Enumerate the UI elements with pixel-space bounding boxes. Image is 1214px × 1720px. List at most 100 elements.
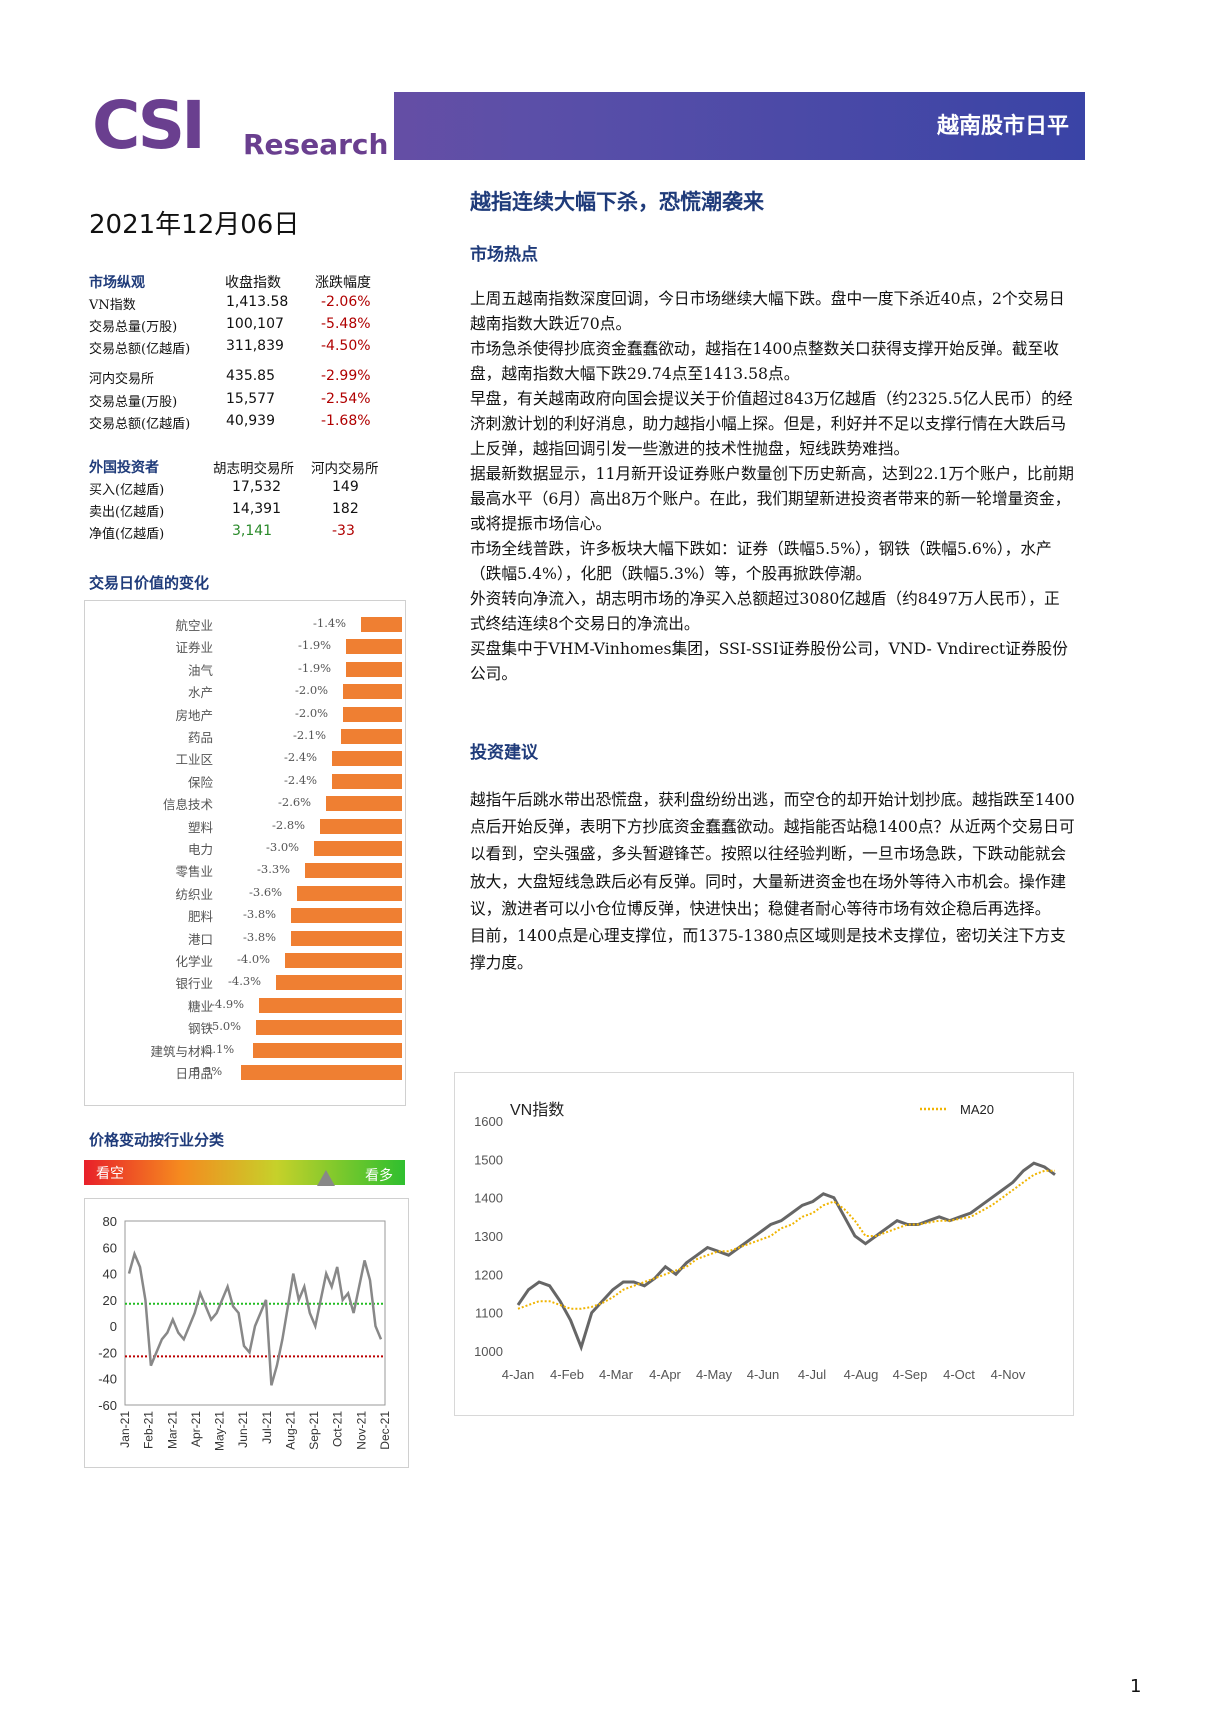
bar-category: 保险	[187, 774, 213, 790]
bar-value-label: -4.3%	[228, 974, 262, 989]
market-row-change: -2.54%	[321, 391, 371, 407]
y-tick-label: -20	[98, 1345, 117, 1360]
bar-row: 钢铁 -5.0%	[85, 1018, 405, 1036]
hot-section-body: 上周五越南指数深度回调，今日市场继续大幅下跌。盘中一度下杀近40点，2个交易日越…	[470, 286, 1075, 686]
bar-value-label: -4.0%	[237, 952, 271, 966]
bar-value-label: -3.8%	[243, 907, 277, 922]
bar	[291, 930, 402, 946]
gradient-chart-title: 价格变动按行业分类	[89, 1131, 225, 1149]
bar	[285, 953, 402, 968]
bar	[341, 729, 402, 744]
bar-category: 纺织业	[175, 886, 213, 902]
bar-value-label: -1.4%	[313, 616, 347, 630]
change-header: 涨跌幅度	[315, 275, 371, 291]
y-tick-label: 20	[103, 1293, 117, 1308]
bar-category: 零售业	[175, 864, 213, 880]
market-row-label: 河内交易所	[89, 372, 155, 387]
bar	[320, 818, 402, 834]
bar-row: 油气 -1.9%	[85, 660, 405, 678]
foreign-header: 外国投资者	[89, 460, 159, 476]
y-tick-label: -60	[98, 1398, 117, 1413]
bar-row: 信息技术 -2.6%	[85, 794, 405, 812]
sentiment-gradient-bar: 看空 看多	[84, 1160, 405, 1185]
sector-change-line-chart: 80 60 40 20 0 -20 -40 -60 Jan-21 Feb-21 Mar-21 Apr-…	[84, 1198, 409, 1468]
bar-category: 证券业	[175, 640, 213, 656]
sector-bar-chart: 航空业 -1.4% 证券业 -1.9% 油气 -1.9% 水产 -2.0% 房地产 -2.0% 药品…	[84, 600, 406, 1106]
plot-area	[124, 1220, 386, 1406]
bar	[314, 841, 402, 856]
paragraph: 上周五越南指数深度回调，今日市场继续大幅下跌。盘中一度下杀近40点，2个交易日越…	[470, 289, 1065, 333]
bar-value-label: -3.6%	[249, 884, 283, 899]
market-row-change: -2.06%	[321, 294, 371, 310]
close-header: 收盘指数	[225, 275, 281, 291]
x-tick-label: Aug-21	[283, 1411, 297, 1450]
bar-row: 肥料 -3.8%	[85, 906, 405, 924]
bar-category: 建筑与材料	[150, 1043, 213, 1059]
bar-row: 工业区 -2.4%	[85, 749, 405, 767]
x-tick-label: Jan-21	[118, 1411, 132, 1448]
bar	[256, 1020, 402, 1036]
market-overview-table: 市场纵观 收盘指数 涨跌幅度 VN指数 1,413.58 -2.06% 交易总量(万股…	[89, 272, 419, 432]
bar-value-label: 5.1%	[205, 1041, 235, 1056]
bar-value-label: -2.4%	[284, 772, 318, 787]
foreign-row-label: 买入(亿越盾)	[89, 483, 165, 498]
foreign-row-hcm: 3,141	[232, 523, 273, 539]
y-tick-label: -40	[98, 1372, 117, 1387]
paragraph: 据最新数据显示，11月新开设证券账户数量创下历史新高，达到22.1万个账户，比前…	[470, 464, 1074, 533]
bar-row: 零售业 -3.3%	[85, 861, 405, 879]
bar-row: 电力 -3.0%	[85, 839, 405, 857]
bar	[346, 639, 402, 655]
foreign-row-label: 卖出(亿越盾)	[89, 505, 165, 520]
market-row-label: 交易总额(亿越盾)	[89, 342, 191, 357]
market-row-label: VN指数	[89, 298, 136, 313]
foreign-investor-table: 外国投资者 胡志明交易所 河内交易所 买入(亿越盾) 17,532 149 卖出(亿越…	[89, 457, 419, 542]
y-tick-label: 40	[103, 1267, 117, 1282]
x-tick-label: 4-Nov	[991, 1367, 1026, 1382]
x-tick-label: 4-Aug	[844, 1367, 879, 1382]
bar-row: 药品 -2.1%	[85, 727, 405, 745]
y-tick-label: 1500	[474, 1152, 503, 1167]
x-tick-label: 4-Jan	[502, 1367, 535, 1382]
sector-chart-title: 交易日价值的变化	[89, 574, 210, 592]
x-tick-label: Dec-21	[378, 1411, 392, 1450]
market-row-value: 1,413.58	[226, 294, 289, 310]
bar-row: 糖业 -4.9%	[85, 996, 405, 1014]
y-tick-label: 80	[103, 1214, 117, 1229]
vn-index-chart: VN指数 MA20 1600 1500 1400 1300 1200 1100 1000 4-Ja…	[454, 1072, 1074, 1416]
research-label: Research	[243, 128, 389, 161]
bar-value-label: -3.3%	[257, 862, 291, 877]
bar-value-label: -2.0%	[295, 683, 329, 698]
x-tick-label: Mar-21	[165, 1411, 179, 1449]
x-tick-label: 4-May	[696, 1367, 733, 1382]
bar	[305, 863, 402, 879]
report-date: 2021年12月06日	[89, 210, 300, 240]
foreign-row-hn: -33	[332, 523, 355, 539]
x-tick-label: May-21	[213, 1411, 227, 1451]
page-number: 1	[1130, 1676, 1142, 1697]
market-row-value: 435.85	[226, 368, 275, 384]
bar-value-label: -2.8%	[272, 817, 306, 832]
x-tick-label: Jun-21	[236, 1411, 250, 1448]
bar	[346, 661, 402, 677]
bar-value-label: -2.6%	[278, 795, 312, 810]
y-tick-label: 60	[103, 1240, 117, 1255]
bar-value-label: -4.9%	[211, 996, 245, 1011]
bar	[332, 751, 402, 767]
x-tick-label: 4-Feb	[550, 1367, 584, 1382]
y-tick-label: 1600	[474, 1114, 503, 1129]
bar-row: 房地产 -2.0%	[85, 705, 405, 723]
x-tick-label: Nov-21	[354, 1411, 368, 1450]
paragraph: 目前，1400点是心理支撑位，而1375-1380点区域则是技术支撑位，密切关注…	[470, 926, 1066, 973]
market-row-change: -4.50%	[321, 338, 371, 354]
market-row-change: -1.68%	[321, 413, 371, 429]
x-tick-label: Feb-21	[142, 1411, 156, 1449]
bar-category: 工业区	[175, 752, 213, 768]
x-tick-label: Sep-21	[307, 1411, 321, 1450]
legend-label: MA20	[960, 1102, 994, 1117]
csi-logo: CSI	[92, 87, 206, 164]
bar-value-label: -3.0%	[266, 840, 300, 854]
bar-value-label: -3.8%	[243, 929, 277, 944]
y-tick-label: 1000	[474, 1344, 503, 1359]
y-tick-label: 1200	[474, 1267, 503, 1282]
